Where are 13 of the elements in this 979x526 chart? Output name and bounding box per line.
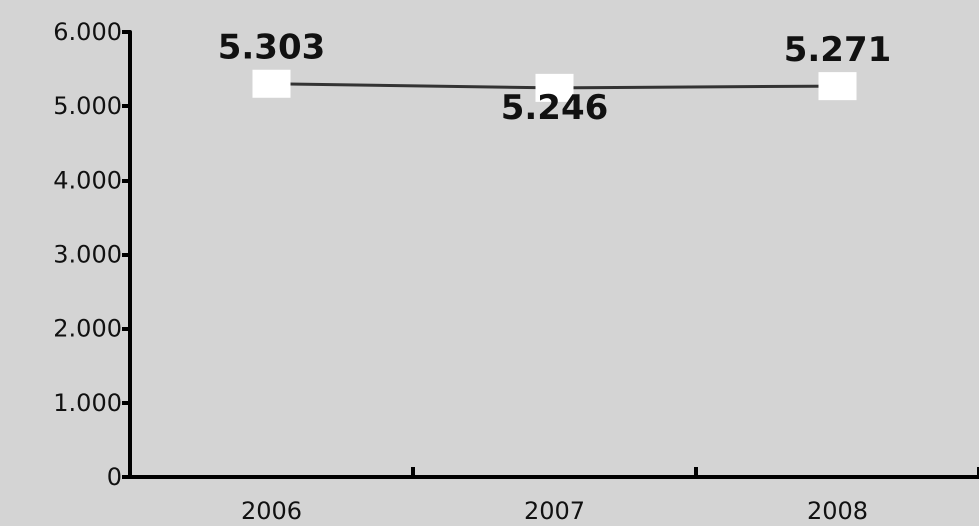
y-tick-label: 6.000 xyxy=(53,18,122,46)
x-tick-label: 2007 xyxy=(524,497,586,525)
y-tick-label: 3.000 xyxy=(53,240,122,268)
data-label: 5.246 xyxy=(500,88,608,128)
y-tick-label: 1.000 xyxy=(53,388,122,417)
x-tick-label: 2006 xyxy=(240,497,302,525)
y-tick-label: 4.000 xyxy=(53,166,122,194)
y-tick-label: 0 xyxy=(106,463,122,491)
x-tick-label: 2008 xyxy=(806,497,868,525)
y-tick-label: 5.000 xyxy=(53,92,122,120)
y-tick-label: 2.000 xyxy=(53,314,122,343)
data-label: 5.303 xyxy=(218,28,326,68)
data-label: 5.271 xyxy=(784,30,892,70)
